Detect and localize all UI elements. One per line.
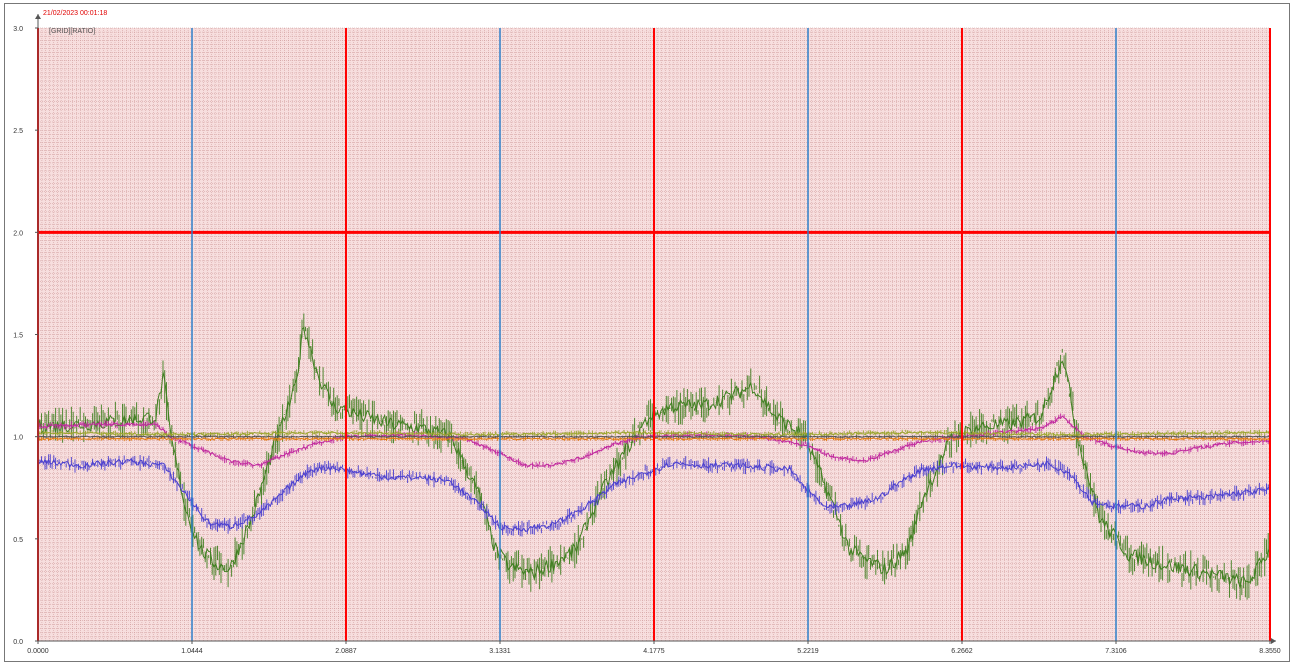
x-tick-label-1: 1.0444 <box>181 648 203 655</box>
chart-frame: 0.0000 1.0444 2.0887 3.1331 4.1775 5.2219 6.26… <box>4 3 1290 662</box>
y-tick-label-2: 1.0 <box>13 435 23 442</box>
timestamp-label: 21/02/2023 00:01:18 <box>43 10 107 17</box>
y-axis-arrow <box>35 14 41 19</box>
reference-lines <box>37 28 1271 641</box>
x-tick-label-4: 4.1775 <box>643 648 665 655</box>
x-tick-label-0: 0.0000 <box>27 648 49 655</box>
y-tick-label-6: 3.0 <box>13 26 23 33</box>
y-tick-label-3: 1.5 <box>13 333 23 340</box>
x-tick-label-5: 5.2219 <box>797 648 819 655</box>
x-tick-label-8: 8.3550 <box>1259 648 1281 655</box>
x-tick-label-2: 2.0887 <box>335 648 357 655</box>
axes <box>35 14 1276 644</box>
tick-labels: 0.0000 1.0444 2.0887 3.1331 4.1775 5.2219 6.26… <box>13 26 1281 655</box>
chart-subtitle: [GRID][RATIO] <box>49 28 95 35</box>
y-tick-label-1: 0.5 <box>13 537 23 544</box>
x-axis-arrow <box>1271 638 1276 644</box>
line-chart: 0.0000 1.0444 2.0887 3.1331 4.1775 5.2219 6.26… <box>13 10 1281 655</box>
y-tick-label-0: 0.0 <box>13 639 23 646</box>
y-tick-label-5: 2.5 <box>13 128 23 135</box>
x-tick-label-7: 7.3106 <box>1105 648 1127 655</box>
x-tick-label-6: 6.2662 <box>951 648 973 655</box>
x-tick-label-3: 3.1331 <box>489 648 511 655</box>
y-tick-label-4: 2.0 <box>13 230 23 237</box>
